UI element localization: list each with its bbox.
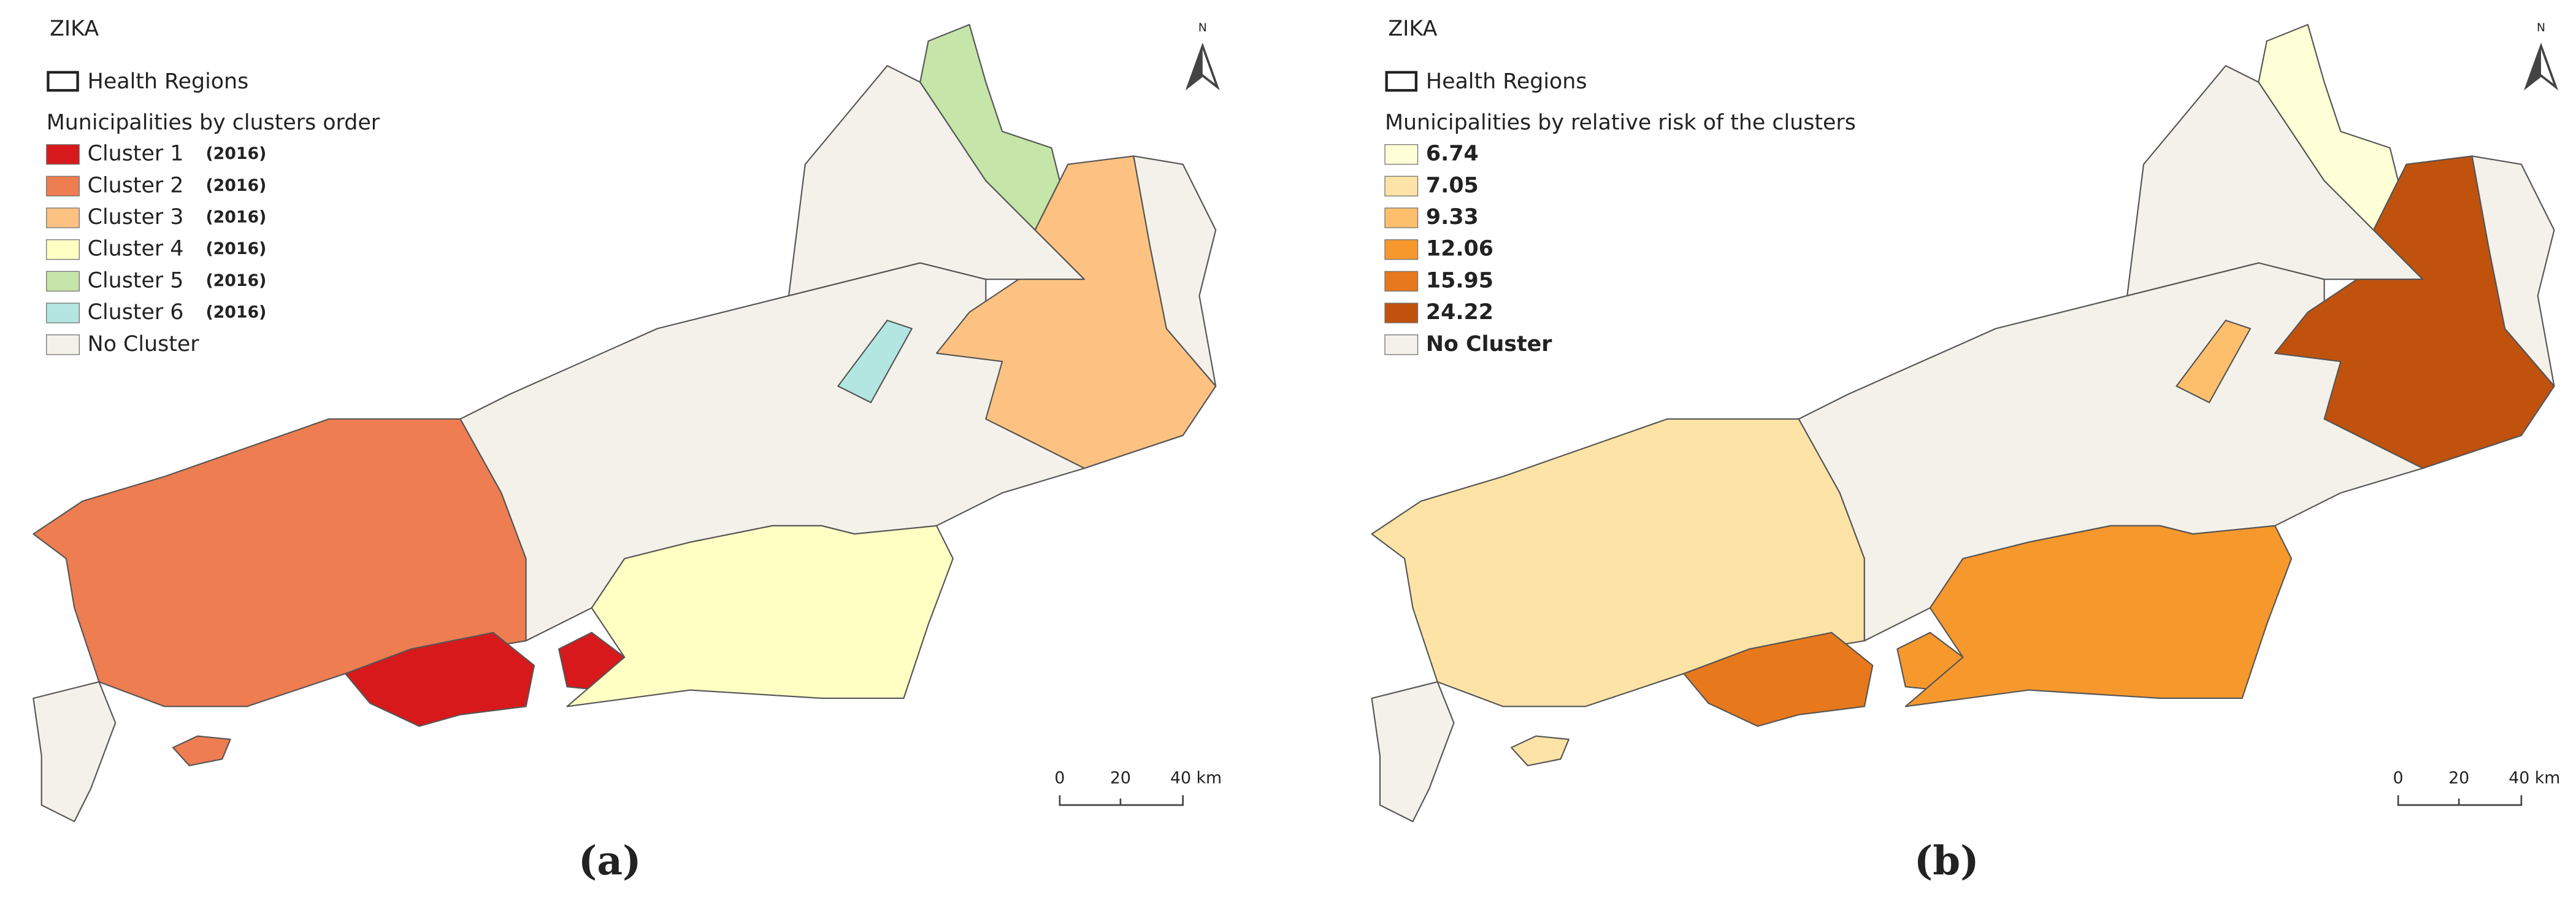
legend-year: (2016) — [205, 239, 266, 258]
legend-swatch — [1384, 239, 1419, 260]
legend-label: 9.33 — [1426, 205, 1479, 229]
legend-swatch — [1384, 175, 1419, 197]
legend-label: No Cluster — [1426, 332, 1552, 357]
legend-swatch — [46, 334, 80, 355]
municipality — [1511, 735, 1570, 766]
legend-swatch — [1384, 334, 1419, 355]
legend-label: Cluster 3 — [88, 205, 184, 229]
scale-label: 40 km — [2509, 769, 2560, 788]
municipality — [2471, 155, 2555, 387]
legend-label: Cluster 5 — [88, 268, 184, 293]
map-title: ZIKA — [50, 17, 99, 41]
north-label: N — [1198, 21, 1207, 34]
municipality — [1683, 631, 1874, 727]
map — [33, 24, 1217, 822]
legend-label: 12.06 — [1426, 237, 1493, 261]
municipality — [566, 525, 954, 707]
legend-swatch — [46, 303, 80, 323]
legend-label: 24.22 — [1426, 300, 1493, 325]
panel: ZIKA Health Regions Municipalities by clus… — [33, 17, 1222, 884]
scale-label: 40 km — [1170, 769, 1222, 788]
legend-swatch — [46, 239, 80, 260]
legend-label: Cluster 2 — [88, 173, 184, 198]
caption: (a) — [578, 838, 641, 884]
legend-label: 7.05 — [1426, 173, 1479, 198]
legend-label: Cluster 6 — [88, 300, 184, 325]
legend-header: Health Regions — [88, 69, 249, 94]
legend-label: Cluster 1 — [88, 142, 184, 166]
map-title: ZIKA — [1388, 17, 1437, 41]
scale-label: 20 — [2448, 769, 2469, 788]
caption: (b) — [1914, 838, 1979, 884]
legend-swatch — [46, 144, 80, 165]
scale-label: 20 — [1110, 769, 1131, 788]
municipality — [344, 631, 535, 727]
map — [1371, 24, 2555, 822]
legend-swatch — [1384, 303, 1419, 323]
municipality — [1133, 155, 1217, 387]
legend-swatch — [1384, 207, 1419, 228]
legend-swatch — [46, 175, 80, 197]
legend-year: (2016) — [205, 208, 266, 227]
legend-year: (2016) — [205, 176, 266, 195]
legend-swatch — [1384, 271, 1419, 292]
municipality — [2175, 320, 2252, 404]
legend-year: (2016) — [205, 271, 266, 290]
legend-label: 15.95 — [1426, 268, 1493, 293]
legend-swatch — [1384, 144, 1419, 165]
legend-swatch — [1385, 71, 1417, 92]
legend-label: No Cluster — [88, 332, 200, 357]
panel: ZIKA Health Regions Municipalities by rela… — [1371, 17, 2560, 884]
municipality — [1904, 525, 2293, 707]
north-label: N — [2537, 21, 2545, 34]
legend-label: 6.74 — [1426, 142, 1479, 166]
legend-swatch — [47, 71, 79, 92]
scale-label: 0 — [1054, 769, 1065, 788]
municipality — [172, 735, 231, 766]
legend-header: Health Regions — [1426, 69, 1587, 94]
legend-swatch — [46, 207, 80, 228]
municipality — [1371, 681, 1455, 822]
municipality — [837, 320, 913, 404]
legend-title: Municipalities by clusters order — [47, 110, 380, 135]
legend-year: (2016) — [205, 303, 266, 322]
legend-label: Cluster 4 — [88, 237, 184, 261]
scale-label: 0 — [2393, 769, 2404, 788]
legend-year: (2016) — [205, 144, 266, 163]
municipality — [33, 681, 117, 822]
legend-swatch — [46, 271, 80, 292]
legend-title: Municipalities by relative risk of the c… — [1385, 110, 1856, 135]
